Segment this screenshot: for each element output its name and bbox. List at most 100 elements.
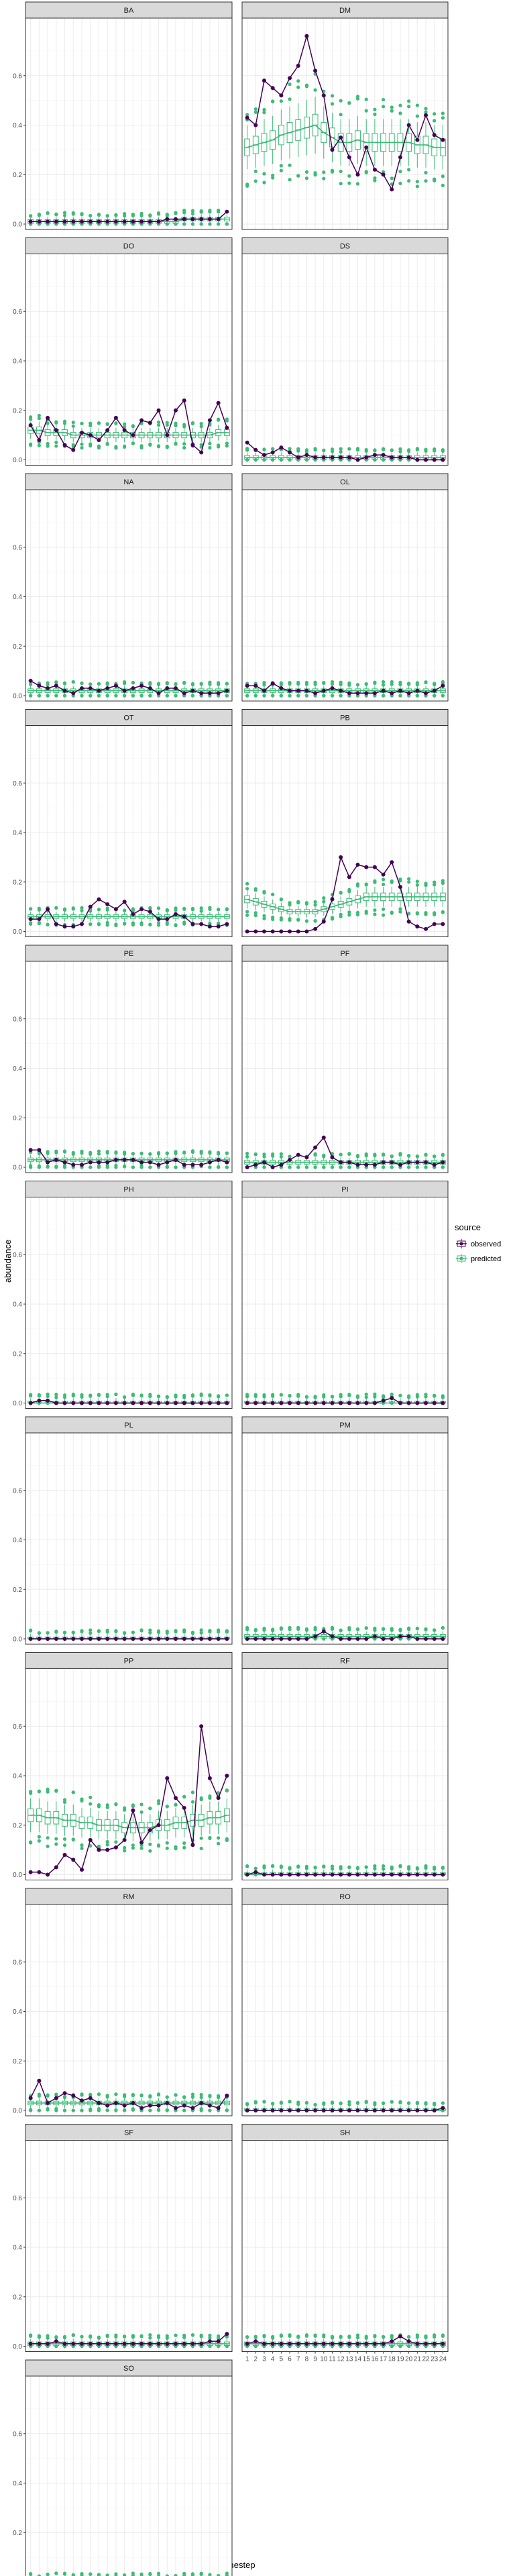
predicted-outlier (208, 2108, 212, 2112)
predicted-outlier (347, 2100, 351, 2104)
predicted-outlier (165, 1165, 169, 1169)
panel-border (25, 725, 233, 937)
panel-background (25, 725, 232, 937)
predicted-outlier (415, 1393, 419, 1397)
observed-point (432, 458, 437, 462)
predicted-outlier (131, 680, 135, 685)
predicted-outlier (182, 1841, 186, 1845)
predicted-outlier (271, 694, 275, 698)
predicted-outlier (217, 908, 221, 912)
panel-border (241, 489, 449, 702)
observed-point (190, 922, 195, 926)
predicted-outlier (123, 445, 127, 449)
observed-point (364, 865, 369, 869)
predicted-outlier (330, 449, 335, 453)
facet-strip (241, 1416, 449, 1434)
observed-point (339, 855, 343, 859)
predicted-outlier (339, 169, 343, 174)
predicted-outlier (174, 211, 178, 215)
observed-point (174, 2106, 178, 2110)
observed-point (406, 1160, 411, 1165)
predicted-outlier (441, 1866, 445, 1870)
observed-point (390, 691, 394, 696)
predicted-outlier (46, 694, 50, 698)
observed-point (245, 1637, 249, 1641)
predicted-outlier (174, 1151, 178, 1155)
predicted-outlier (262, 1626, 266, 1631)
predicted-outlier (433, 449, 437, 453)
observed-point (71, 1163, 76, 1167)
predicted-series-line (30, 429, 227, 436)
predicted-outlier (139, 1393, 144, 1397)
observed-point (347, 1401, 351, 1405)
predicted-outlier (165, 1631, 169, 1635)
predicted-outlier (190, 1800, 195, 1804)
observed-point (148, 1160, 152, 1165)
predicted-outlier (80, 1799, 84, 1803)
observed-point (390, 1637, 394, 1641)
observed-point (190, 688, 195, 693)
predicted-outlier (71, 443, 75, 447)
predicted-outlier (123, 1808, 127, 1812)
y-axis-title: abundance (3, 1240, 13, 1283)
predicted-box (422, 881, 429, 916)
predicted-outlier (182, 423, 186, 427)
observed-point (28, 1401, 33, 1405)
predicted-outlier (62, 694, 67, 698)
predicted-outlier (245, 694, 249, 698)
observed-point (216, 2106, 221, 2110)
predicted-outlier (313, 903, 317, 907)
observed-point (148, 1401, 152, 1405)
predicted-outlier (148, 694, 152, 698)
predicted-outlier (29, 1840, 33, 1844)
predicted-outlier (123, 1849, 127, 1853)
observed-point (156, 917, 161, 922)
observed-point (225, 1637, 229, 1641)
predicted-outlier (381, 1165, 386, 1169)
panel-background (25, 1904, 232, 2116)
predicted-outlier (29, 442, 33, 446)
predicted-outlier (288, 1155, 292, 1159)
predicted-outlier (398, 103, 402, 107)
predicted-outlier (182, 2095, 186, 2100)
predicted-outlier (190, 2092, 195, 2096)
predicted-outlier (390, 682, 394, 686)
predicted-outlier (313, 900, 317, 904)
observed-point (381, 453, 386, 458)
predicted-outlier (407, 1626, 411, 1630)
observed-point (46, 415, 50, 420)
predicted-outlier (322, 1627, 326, 1631)
predicted-outlier (148, 1165, 152, 1169)
observed-point (165, 2100, 170, 2105)
predicted-outlier (148, 443, 152, 447)
predicted-outlier (262, 180, 266, 184)
predicted-outlier (253, 913, 258, 918)
predicted-outlier (288, 1627, 292, 1631)
predicted-outlier (165, 1841, 169, 1845)
predicted-outlier (373, 448, 377, 452)
predicted-outlier (54, 421, 58, 425)
observed-point (80, 1637, 84, 1641)
predicted-outlier (313, 1625, 317, 1630)
predicted-outlier (304, 1628, 309, 1632)
predicted-outlier (322, 896, 326, 900)
predicted-outlier (182, 1150, 186, 1155)
predicted-outlier (347, 2102, 351, 2106)
observed-point (262, 1160, 266, 1165)
predicted-outlier (217, 418, 221, 422)
observed-point (364, 1872, 369, 1877)
predicted-outlier (123, 1631, 127, 1635)
predicted-outlier (296, 2100, 300, 2104)
observed-point (165, 686, 170, 690)
predicted-outlier (271, 1154, 275, 1158)
predicted-outlier (131, 1846, 135, 1850)
observed-point (88, 2096, 93, 2100)
observed-point (113, 1157, 118, 1162)
facet-panel-dm: DM (241, 1, 449, 230)
observed-point (62, 443, 67, 447)
observed-point (105, 902, 110, 906)
predicted-outlier (415, 1627, 419, 1631)
predicted-outlier (217, 2095, 221, 2100)
observed-point (156, 1637, 161, 1641)
predicted-outlier (288, 178, 292, 182)
